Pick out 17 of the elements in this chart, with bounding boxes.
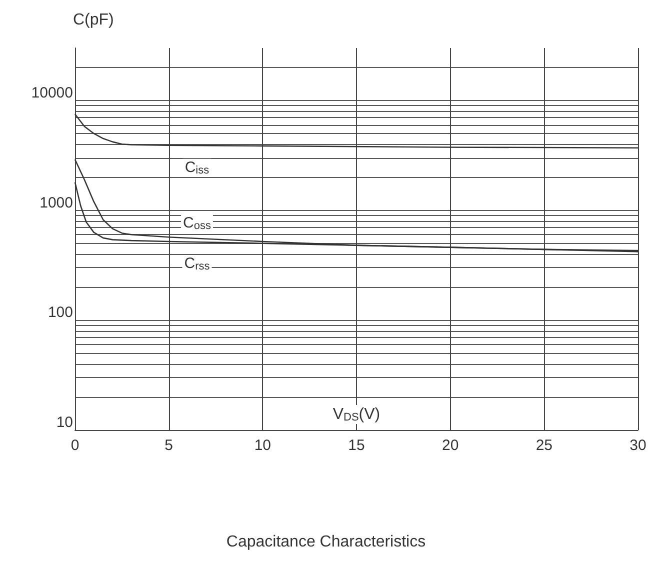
x-tick-label: 5: [164, 437, 174, 454]
x-tick-label: 20: [442, 437, 459, 454]
y-tick-label: 100: [48, 304, 73, 322]
y-tick-label: 1000: [40, 194, 73, 212]
x-tick-label: 30: [630, 437, 646, 454]
x-tick-label: 0: [70, 437, 80, 454]
x-tick-label: 10: [254, 437, 272, 454]
series-label: Crss: [184, 254, 210, 272]
series-label: Coss: [183, 214, 212, 232]
x-tick-label: 15: [348, 437, 365, 454]
y-tick-label: 10000: [31, 84, 73, 102]
x-tick-label: 25: [536, 437, 553, 454]
y-axis-title: C(pF): [73, 12, 114, 28]
x-axis-title: VDS(V): [332, 406, 380, 424]
y-tick-label: 10: [56, 414, 73, 431]
series-label: Ciss: [184, 158, 210, 176]
text: Capacitance Characteristics: [226, 534, 426, 550]
